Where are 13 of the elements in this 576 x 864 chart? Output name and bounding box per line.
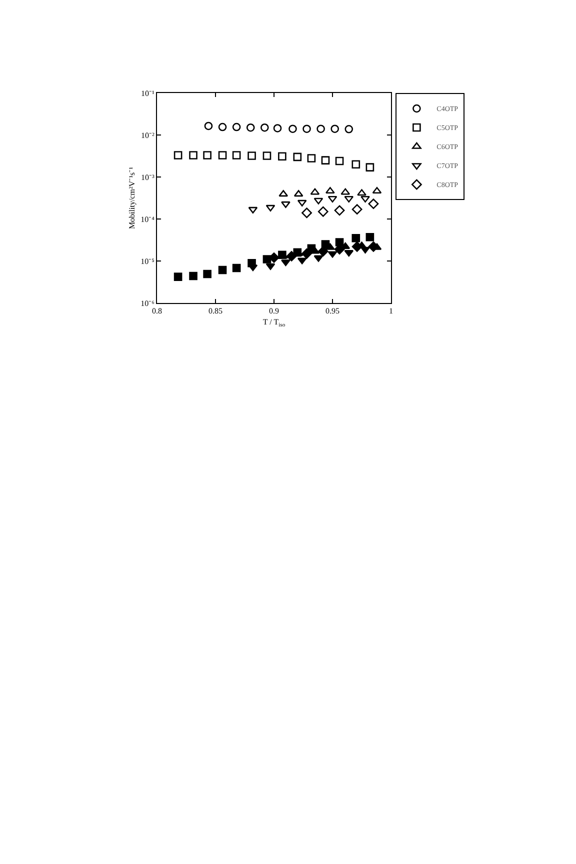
y-tick-label: 10⁻³ — [140, 172, 155, 182]
y-tick-label: 10⁻⁵ — [140, 256, 155, 266]
y-tick-label: 10⁻¹ — [140, 88, 155, 98]
x-tick-label: 1 — [389, 306, 393, 316]
y-tick-label: 10⁻⁶ — [140, 298, 155, 308]
x-tick-label: 0.8 — [152, 306, 162, 316]
x-tick-label: 0.95 — [326, 306, 340, 316]
y-tick-label: 10⁻² — [140, 130, 155, 140]
x-axis-title: T / T$_{iso}$ — [262, 318, 286, 328]
y-tick-label: 10⁻⁴ — [140, 214, 155, 224]
y-axis-title: Mobility/cm²V⁻¹s⁻¹ — [127, 166, 136, 230]
x-tick-label: 0.9 — [269, 306, 279, 316]
x-tick-label: 0.85 — [208, 306, 222, 316]
